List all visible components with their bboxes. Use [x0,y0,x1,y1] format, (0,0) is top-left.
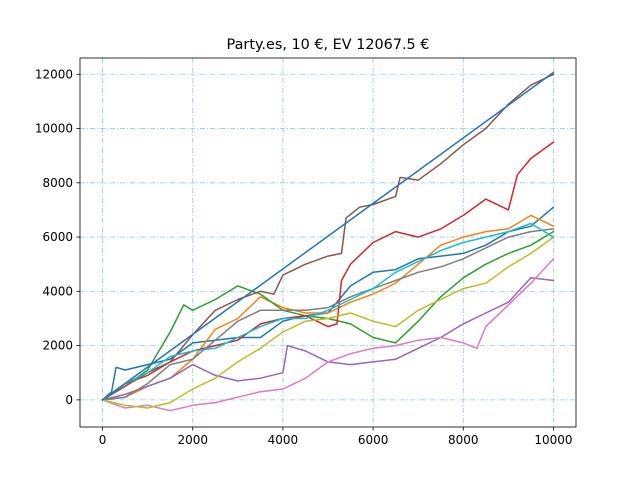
series-lines [101,71,555,412]
series-line-3 [101,230,555,401]
y-tick-label: 2000 [42,339,73,353]
x-tick-label: 0 [99,433,107,447]
axes-frame [79,57,577,428]
y-tick-label: 12000 [35,67,73,81]
y-tick-label: 8000 [42,176,73,190]
series-line-2 [101,214,555,401]
series-line-9 [101,236,555,409]
x-tick-label: 2000 [177,433,208,447]
series-line-11 [101,71,555,401]
y-tick-label: 0 [65,393,73,407]
series-line-10 [101,222,555,401]
x-tick-label: 8000 [448,433,479,447]
x-tick-label: 10000 [534,433,572,447]
y-axis: 0 2000 4000 6000 8000 10000 12000 [35,67,80,407]
x-tick-label: 4000 [268,433,299,447]
x-axis: 0 2000 4000 6000 8000 10000 [99,427,573,447]
series-line-8 [101,228,555,401]
y-tick-label: 6000 [42,230,73,244]
chart-title: Party.es, 10 €, EV 12067.5 € [227,37,430,53]
y-tick-label: 10000 [35,122,73,136]
series-line-7 [101,258,555,412]
y-tick-label: 4000 [42,284,73,298]
series-line-5 [101,277,555,401]
x-tick-label: 6000 [358,433,389,447]
